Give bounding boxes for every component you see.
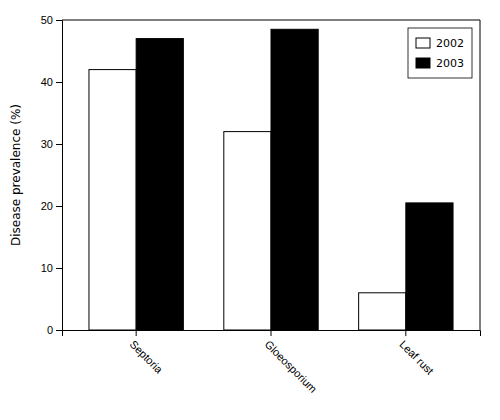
chart: 0 10 20 30 40 50 Septoria Gloeosporium Leaf rust… xyxy=(0,0,500,420)
bar xyxy=(271,29,318,330)
x-tick-label: Leaf rust xyxy=(397,338,436,377)
y-tick-mark xyxy=(56,82,62,83)
y-axis: 0 10 20 30 40 50 xyxy=(41,14,63,336)
x-tick: Septoria xyxy=(128,330,166,376)
legend: 2002 2003 xyxy=(408,28,472,78)
plot: 0 10 20 30 40 50 Septoria Gloeosporium Leaf rust… xyxy=(41,14,481,395)
bar xyxy=(406,203,453,330)
y-tick-mark xyxy=(56,330,62,331)
bar xyxy=(224,132,271,330)
y-tick-label: 30 xyxy=(41,138,53,150)
y-tick-mark xyxy=(56,144,62,145)
y-axis-line xyxy=(56,21,63,331)
bar xyxy=(89,70,136,330)
x-tick: Leaf rust xyxy=(397,330,436,377)
bar xyxy=(359,293,406,330)
x-tick-label: Septoria xyxy=(128,338,166,376)
x-tick-label: Gloeosporium xyxy=(262,338,319,395)
y-tick-mark xyxy=(56,268,62,269)
frame-right xyxy=(480,20,481,330)
y-axis-title: Disease prevalence (%) xyxy=(9,104,23,246)
x-tick-mark xyxy=(271,330,272,336)
legend-label: 2003 xyxy=(436,57,464,70)
y-tick: 10 xyxy=(41,262,62,274)
legend-item: 2002 xyxy=(416,37,464,50)
y-tick-mark xyxy=(56,20,62,21)
y-tick: 40 xyxy=(41,76,62,88)
legend-swatch xyxy=(416,38,430,48)
legend-box xyxy=(408,28,472,78)
x-tick-mark xyxy=(405,330,406,336)
y-tick-label: 0 xyxy=(47,324,53,336)
x-tick: Gloeosporium xyxy=(262,330,319,395)
y-tick-label: 20 xyxy=(41,200,53,212)
y-tick: 20 xyxy=(41,200,62,212)
legend-swatch xyxy=(416,58,430,68)
y-tick-label: 40 xyxy=(41,76,53,88)
bar xyxy=(136,39,183,330)
legend-item: 2003 xyxy=(416,57,464,70)
y-tick-label: 10 xyxy=(41,262,53,274)
y-tick: 0 xyxy=(47,324,62,336)
frame-top xyxy=(62,20,480,21)
x-axis: Septoria Gloeosporium Leaf rust xyxy=(63,330,481,395)
x-axis-line xyxy=(63,331,481,337)
y-tick: 30 xyxy=(41,138,62,150)
y-tick-mark xyxy=(56,206,62,207)
bars xyxy=(89,29,453,330)
y-tick: 50 xyxy=(41,14,62,26)
bar-series xyxy=(136,29,453,330)
y-tick-label: 50 xyxy=(41,14,53,26)
legend-label: 2002 xyxy=(436,37,464,50)
x-tick-mark xyxy=(136,330,137,336)
